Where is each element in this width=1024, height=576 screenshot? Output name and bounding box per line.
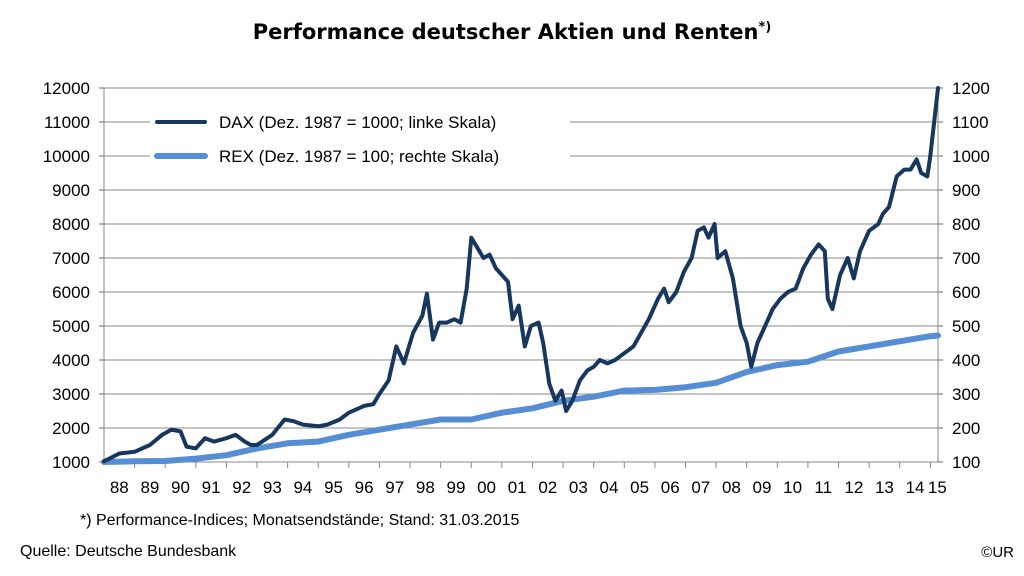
legend-rex-label: REX (Dez. 1987 = 100; rechte Skala) — [219, 147, 499, 166]
x-tick-label: 88 — [110, 478, 129, 497]
y-right-tick-label: 100 — [952, 453, 980, 472]
y-left-tick-label: 6000 — [52, 283, 90, 302]
x-tick-label: 10 — [783, 478, 802, 497]
tick-labels: 1000200030004000500060007000800090001000… — [43, 79, 990, 497]
x-tick-label: 98 — [416, 478, 435, 497]
y-left-tick-label: 12000 — [43, 79, 90, 98]
rex-series-line — [101, 332, 941, 465]
legend-dax-label: DAX (Dez. 1987 = 1000; linke Skala) — [219, 113, 496, 132]
chart-title: Performance deutscher Aktien und Renten*… — [0, 20, 1024, 44]
gridlines — [104, 87, 938, 429]
x-tick-label: 90 — [171, 478, 190, 497]
y-right-tick-label: 300 — [952, 385, 980, 404]
x-tick-label: 03 — [569, 478, 588, 497]
y-right-tick-label: 400 — [952, 351, 980, 370]
y-right-tick-label: 1000 — [952, 147, 990, 166]
legend-dax-background — [150, 108, 570, 136]
y-left-tick-label: 2000 — [52, 419, 90, 438]
x-tick-label: 13 — [875, 478, 894, 497]
x-tick-label: 02 — [538, 478, 557, 497]
x-tick-label: 11 — [814, 478, 832, 497]
y-left-tick-label: 4000 — [52, 351, 90, 370]
source-note: Quelle: Deutsche Bundesbank — [20, 543, 237, 560]
y-left-tick-label: 5000 — [52, 317, 90, 336]
y-left-tick-label: 7000 — [52, 249, 90, 268]
title-footnote-mark: *) — [758, 20, 772, 35]
x-tick-label: 08 — [722, 478, 741, 497]
x-tick-label: 12 — [844, 478, 863, 497]
x-tick-label: 91 — [202, 478, 221, 497]
x-tick-label: 89 — [140, 478, 159, 497]
dax-series-line — [102, 86, 940, 464]
x-tick-label: 99 — [447, 478, 466, 497]
x-tick-label: 15 — [928, 478, 947, 497]
y-right-tick-label: 1100 — [952, 113, 989, 132]
y-right-tick-label: 200 — [952, 419, 980, 438]
x-tick-label: 93 — [263, 478, 282, 497]
y-left-tick-label: 10000 — [43, 147, 90, 166]
y-right-tick-label: 1200 — [952, 79, 990, 98]
y-left-tick-label: 3000 — [52, 385, 90, 404]
legend-rex-background — [150, 142, 570, 170]
y-left-tick-label: 1000 — [52, 453, 90, 472]
y-right-tick-label: 600 — [952, 283, 980, 302]
y-right-tick-label: 800 — [952, 215, 980, 234]
x-tick-label: 05 — [630, 478, 649, 497]
y-right-tick-label: 500 — [952, 317, 980, 336]
y-right-tick-label: 900 — [952, 181, 980, 200]
legend: DAX (Dez. 1987 = 1000; linke Skala) REX (… — [150, 108, 570, 170]
y-left-tick-label: 8000 — [52, 215, 90, 234]
x-tick-label: 06 — [661, 478, 680, 497]
x-tick-label: 09 — [753, 478, 772, 497]
x-tick-label: 01 — [508, 478, 527, 497]
x-tick-label: 04 — [600, 478, 619, 497]
copyright: ©UR — [981, 544, 1014, 561]
x-tick-label: 92 — [232, 478, 251, 497]
footnote: *) Performance-Indices; Monatsendstände;… — [80, 512, 520, 529]
series-group — [101, 86, 941, 465]
title-text: Performance deutscher Aktien und Renten — [252, 20, 759, 44]
x-tick-label: 97 — [385, 478, 404, 497]
x-tick-label: 07 — [691, 478, 710, 497]
x-tick-label: 96 — [355, 478, 374, 497]
y-right-tick-label: 700 — [952, 249, 980, 268]
x-tick-label: 94 — [293, 478, 312, 497]
x-tick-label: 00 — [477, 478, 496, 497]
y-left-tick-label: 9000 — [52, 181, 90, 200]
x-tick-label: 95 — [324, 478, 343, 497]
y-left-tick-label: 11000 — [44, 113, 90, 132]
x-tick-label: 14 — [906, 478, 925, 497]
